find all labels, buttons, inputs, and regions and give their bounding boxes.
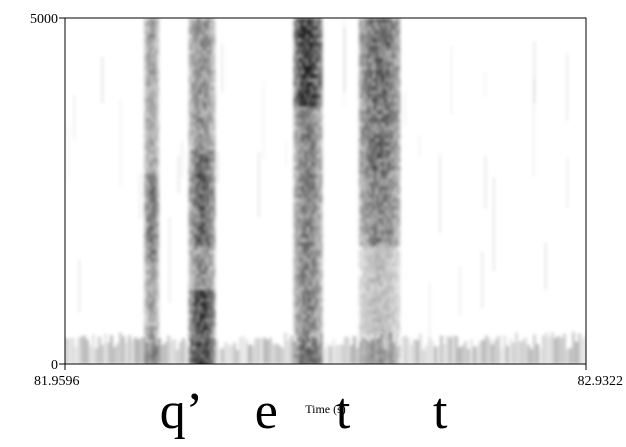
segment-label: q’ [159, 383, 204, 440]
plot-frame [64, 17, 587, 365]
y-tick-label: 5000 [30, 12, 58, 27]
x-tick-label: 81.9596 [34, 374, 80, 389]
x-tick-label: 82.9322 [578, 374, 624, 389]
plot-background [65, 18, 586, 364]
y-tick-label: 0 [51, 358, 58, 373]
x-axis: 81.9596 82.9322 [34, 364, 623, 389]
x-axis-label: Time (s) [305, 402, 346, 416]
segment-label: e [254, 383, 278, 440]
segment-label: t [432, 383, 448, 440]
segment-label: t [335, 383, 351, 440]
spectral-energy-layer [65, 18, 586, 364]
y-axis: 5000 0 [30, 12, 65, 373]
